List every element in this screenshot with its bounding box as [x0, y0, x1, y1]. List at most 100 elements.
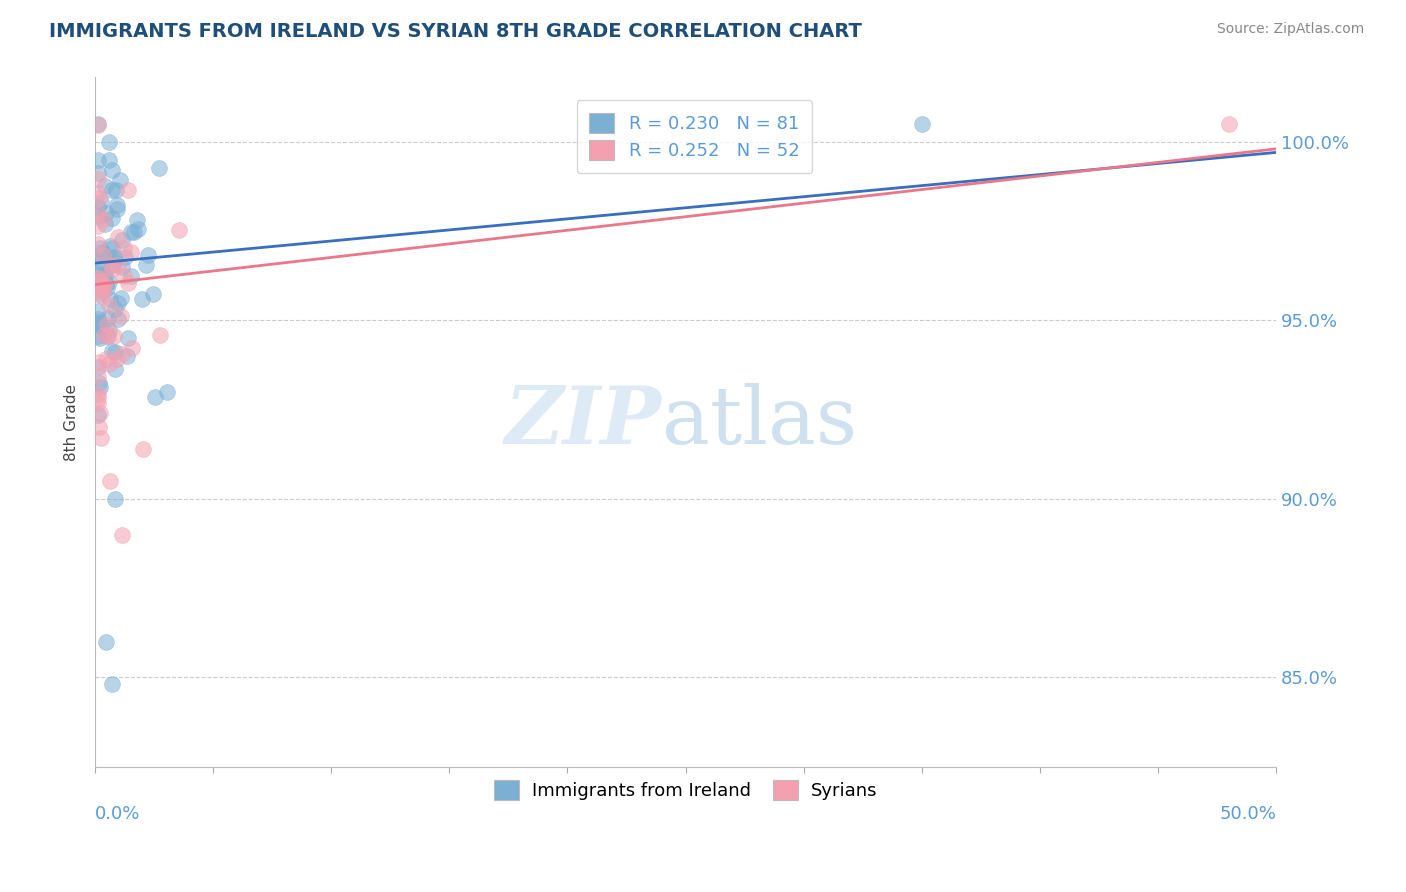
Point [87, 270, 110, 285]
Point [90, 260, 112, 275]
Point [86, 207, 108, 221]
Point [105, 198, 128, 212]
Point [94, 206, 117, 220]
Point [86, 386, 108, 401]
Point [98, 136, 121, 150]
Point [100, 258, 122, 272]
Point [96, 317, 118, 331]
Point [87, 312, 110, 326]
Text: ZIP: ZIP [505, 384, 662, 461]
Point [110, 233, 132, 247]
Point [104, 183, 127, 197]
Text: atlas: atlas [662, 383, 858, 461]
Point [104, 344, 127, 359]
Point [91, 277, 114, 292]
Point [86, 267, 108, 281]
Point [89, 330, 111, 344]
Point [111, 260, 134, 274]
Point [86, 329, 108, 343]
Point [86, 391, 108, 405]
Point [104, 362, 127, 376]
Point [89, 406, 111, 420]
Point [120, 244, 142, 259]
Point [101, 344, 124, 359]
Point [93, 267, 115, 281]
Text: 50.0%: 50.0% [1219, 805, 1277, 823]
Point [86, 303, 108, 318]
Point [103, 328, 125, 343]
Point [86, 396, 108, 410]
Point [120, 225, 142, 239]
Point [107, 296, 129, 310]
Point [120, 268, 142, 283]
Point [87, 172, 110, 186]
Point [86, 200, 108, 214]
Point [86, 274, 108, 288]
Point [86, 209, 108, 223]
Point [98, 238, 121, 252]
Point [90, 255, 112, 269]
Point [111, 528, 134, 542]
Point [156, 385, 179, 400]
Point [86, 166, 108, 180]
Point [98, 298, 121, 312]
Point [86, 284, 108, 298]
Point [96, 329, 118, 343]
Point [94, 179, 117, 194]
Point [107, 202, 129, 216]
Text: Source: ZipAtlas.com: Source: ZipAtlas.com [1216, 22, 1364, 37]
Point [104, 252, 127, 266]
Point [112, 241, 135, 255]
Point [110, 309, 132, 323]
Point [142, 287, 165, 301]
Point [111, 347, 134, 361]
Y-axis label: 8th Grade: 8th Grade [65, 384, 79, 460]
Point [93, 283, 115, 297]
Point [101, 256, 124, 270]
Point [87, 420, 110, 434]
Point [97, 153, 120, 167]
Point [91, 289, 114, 303]
Point [90, 279, 112, 293]
Point [107, 258, 129, 272]
Text: IMMIGRANTS FROM IRELAND VS SYRIAN 8TH GRADE CORRELATION CHART: IMMIGRANTS FROM IRELAND VS SYRIAN 8TH GR… [49, 22, 862, 41]
Point [94, 277, 117, 292]
Point [86, 186, 108, 201]
Point [97, 323, 120, 337]
Point [90, 248, 112, 262]
Point [94, 268, 117, 283]
Point [149, 327, 172, 342]
Point [127, 222, 149, 236]
Point [90, 277, 112, 291]
Point [100, 163, 122, 178]
Point [90, 281, 112, 295]
Point [86, 237, 108, 252]
Point [107, 312, 129, 326]
Point [911, 117, 934, 131]
Text: 0.0%: 0.0% [96, 805, 141, 823]
Point [114, 250, 136, 264]
Point [93, 327, 115, 342]
Point [103, 250, 125, 264]
Point [136, 248, 159, 262]
Point [90, 194, 112, 209]
Point [104, 301, 127, 316]
Point [117, 183, 139, 197]
Point [89, 380, 111, 394]
Point [100, 258, 122, 272]
Point [132, 442, 155, 456]
Point [125, 213, 148, 227]
Point [108, 173, 131, 187]
Point [89, 242, 111, 256]
Point [86, 317, 108, 331]
Point [148, 161, 170, 175]
Point [91, 245, 114, 260]
Point [101, 211, 124, 226]
Point [94, 352, 117, 367]
Point [121, 341, 143, 355]
Point [101, 677, 124, 691]
Point [98, 357, 121, 371]
Point [98, 474, 121, 488]
Point [96, 280, 118, 294]
Point [86, 369, 108, 384]
